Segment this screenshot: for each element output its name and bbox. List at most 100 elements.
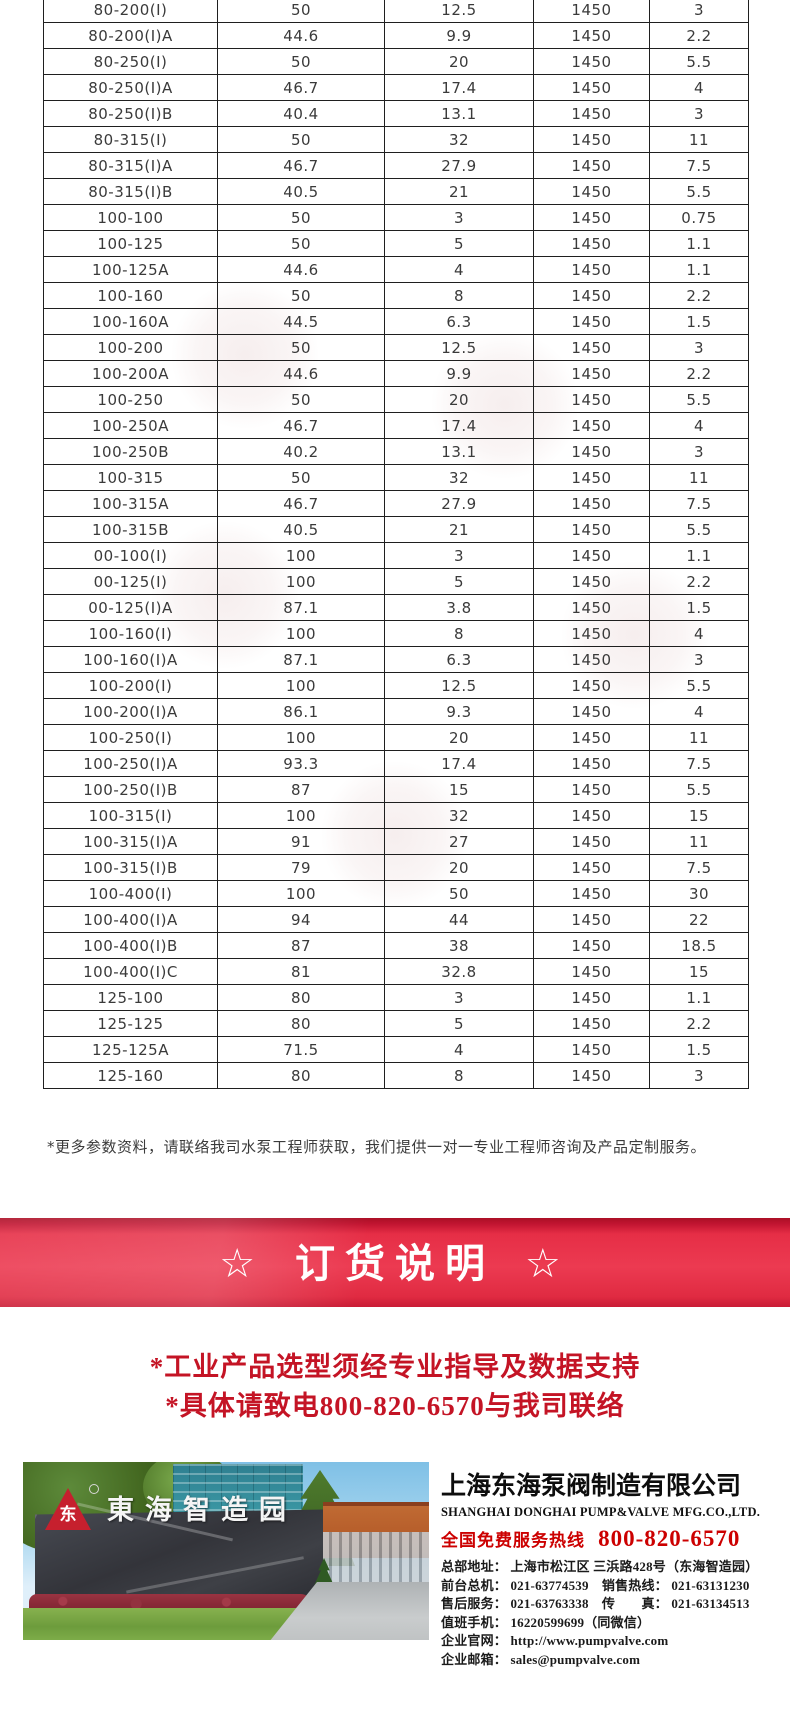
company-name-cn: 上海东海泵阀制造有限公司 [441, 1471, 742, 1500]
table-row: 100-200 50 12.5 1450 3 [43, 334, 749, 361]
table-row: 100-250(I)A 93.3 17.4 1450 7.5 [43, 750, 749, 777]
cell-head: 12.5 [384, 672, 534, 699]
cell-head: 3 [384, 984, 534, 1011]
cell-speed: 1450 [533, 1010, 650, 1037]
cell-speed: 1450 [533, 464, 650, 491]
cell-model: 100-250(I)B [43, 776, 218, 803]
cell-model: 100-250B [43, 438, 218, 465]
cell-power: 1.1 [649, 256, 749, 283]
cell-model: 100-125 [43, 230, 218, 257]
hotline-label: 全国免费服务热线 [441, 1531, 585, 1551]
cell-speed: 1450 [533, 984, 650, 1011]
cell-power: 7.5 [649, 854, 749, 881]
marble-vein [126, 1556, 304, 1594]
cell-head: 6.3 [384, 646, 534, 673]
cell-flow: 50 [217, 464, 385, 491]
order-info-banner-title: ☆ 订货说明 ☆ [219, 1241, 571, 1287]
cell-power: 11 [649, 724, 749, 751]
cell-model: 100-160(I)A [43, 646, 218, 673]
cell-flow: 100 [217, 620, 385, 647]
cell-flow: 46.7 [217, 74, 385, 101]
cell-speed: 1450 [533, 724, 650, 751]
cell-power: 15 [649, 958, 749, 985]
cell-speed: 1450 [533, 256, 650, 283]
cell-speed: 1450 [533, 100, 650, 127]
cell-speed: 1450 [533, 334, 650, 361]
cell-power: 7.5 [649, 750, 749, 777]
cell-flow: 50 [217, 230, 385, 257]
cell-model: 100-100 [43, 204, 218, 231]
contact-line: 前台总机： 021-63774539 销售热线： 021-63131230 [441, 1577, 750, 1593]
cell-model: 100-200(I)A [43, 698, 218, 725]
company-name-en: SHANGHAI DONGHAI PUMP&VALVE MFG.CO.,LTD. [441, 1505, 761, 1519]
cell-head: 20 [384, 724, 534, 751]
cell-speed: 1450 [533, 360, 650, 387]
cell-flow: 91 [217, 828, 385, 855]
cell-speed: 1450 [533, 22, 650, 49]
table-row: 100-250(I)B 87 15 1450 5.5 [43, 776, 749, 803]
cell-head: 3 [384, 542, 534, 569]
cell-power: 3 [649, 100, 749, 127]
contact-list: 总部地址： 上海市松江区 三浜路428号（东海智造园） 前台总机： 021-637… [441, 1558, 771, 1669]
cell-model: 100-250(I)A [43, 750, 218, 777]
cell-speed: 1450 [533, 828, 650, 855]
cell-power: 5.5 [649, 776, 749, 803]
table-row: 125-125A 71.5 4 1450 1.5 [43, 1036, 749, 1063]
cell-head: 44 [384, 906, 534, 933]
cell-flow: 100 [217, 568, 385, 595]
hotline-number: 800-820-6570 [598, 1526, 741, 1551]
cell-flow: 50 [217, 282, 385, 309]
cell-speed: 1450 [533, 776, 650, 803]
cell-model: 00-125(I)A [43, 594, 218, 621]
cell-speed: 1450 [533, 802, 650, 829]
cell-head: 5 [384, 1010, 534, 1037]
parameters-note: *更多参数资料，请联络我司水泵工程师获取，我们提供一对一专业工程师咨询及产品定制… [47, 1138, 707, 1156]
table-row: 100-125A 44.6 4 1450 1.1 [43, 256, 749, 283]
cell-model: 125-125A [43, 1036, 218, 1063]
cell-speed: 1450 [533, 282, 650, 309]
contact-line: 企业邮箱： sales@pumpvalve.com [441, 1651, 641, 1667]
cell-flow: 80 [217, 984, 385, 1011]
table-row: 100-200(I)A 86.1 9.3 1450 4 [43, 698, 749, 725]
cell-speed: 1450 [533, 74, 650, 101]
table-row: 80-200(I)A 44.6 9.9 1450 2.2 [43, 22, 749, 49]
cell-flow: 40.2 [217, 438, 385, 465]
cell-power: 22 [649, 906, 749, 933]
cell-model: 100-200A [43, 360, 218, 387]
cell-model: 100-200(I) [43, 672, 218, 699]
cell-speed: 1450 [533, 854, 650, 881]
cell-power: 7.5 [649, 152, 749, 179]
cell-flow: 87 [217, 932, 385, 959]
cell-speed: 1450 [533, 48, 650, 75]
cell-power: 4 [649, 74, 749, 101]
table-row: 80-250(I)B 40.4 13.1 1450 3 [43, 100, 749, 127]
cell-power: 1.5 [649, 308, 749, 335]
cell-head: 17.4 [384, 412, 534, 439]
cell-head: 3 [384, 204, 534, 231]
campus-photo: 东 東海智造园 [23, 1462, 429, 1640]
cell-model: 80-250(I)B [43, 100, 218, 127]
lawn [23, 1608, 323, 1640]
cell-model: 100-200 [43, 334, 218, 361]
cell-speed: 1450 [533, 672, 650, 699]
cell-power: 11 [649, 828, 749, 855]
cell-speed: 1450 [533, 1062, 650, 1089]
cell-flow: 100 [217, 880, 385, 907]
cell-flow: 50 [217, 48, 385, 75]
table-row: 100-160(I)A 87.1 6.3 1450 3 [43, 646, 749, 673]
cell-speed: 1450 [533, 568, 650, 595]
cell-speed: 1450 [533, 126, 650, 153]
cell-model: 80-200(I) [43, 0, 218, 23]
cell-head: 12.5 [384, 334, 534, 361]
cell-power: 5.5 [649, 48, 749, 75]
cell-model: 00-125(I) [43, 568, 218, 595]
cell-head: 4 [384, 256, 534, 283]
cell-power: 1.5 [649, 594, 749, 621]
cell-head: 8 [384, 282, 534, 309]
table-row: 100-250B 40.2 13.1 1450 3 [43, 438, 749, 465]
registered-mark-icon [89, 1484, 99, 1494]
cell-power: 5.5 [649, 672, 749, 699]
cell-model: 125-160 [43, 1062, 218, 1089]
contact-line: 值班手机： 16220599699（同微信） [441, 1614, 651, 1630]
cell-head: 17.4 [384, 74, 534, 101]
